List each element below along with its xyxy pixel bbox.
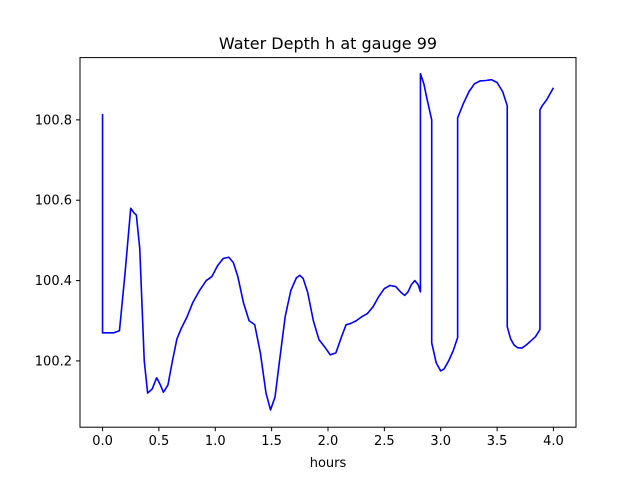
x-tick-label: 1.5 (261, 434, 282, 449)
y-axis: 100.2 100.4 100.6 100.8 (35, 113, 80, 369)
x-tick-label: 3.5 (487, 434, 508, 449)
y-tick-label: 100.8 (35, 113, 72, 128)
x-tick-label: 4.0 (543, 434, 564, 449)
y-tick-label: 100.2 (35, 354, 72, 369)
series-line-0 (101, 72, 555, 411)
x-tick-label: 2.5 (374, 434, 395, 449)
plot-area (101, 72, 555, 411)
x-axis-label: hours (310, 456, 347, 471)
x-tick-label: 0.0 (92, 434, 113, 449)
x-tick-label: 1.0 (205, 434, 226, 449)
x-axis: 0.0 0.5 1.0 1.5 2.0 2.5 3.0 3.5 4.0 (92, 427, 564, 449)
plot-frame (79, 57, 577, 428)
chart-title: Water Depth h at gauge 99 (219, 34, 437, 53)
y-tick-label: 100.4 (35, 274, 72, 289)
x-tick-label: 0.5 (149, 434, 170, 449)
x-tick-label: 2.0 (318, 434, 339, 449)
y-tick-label: 100.6 (35, 194, 72, 209)
x-tick-label: 3.0 (430, 434, 451, 449)
